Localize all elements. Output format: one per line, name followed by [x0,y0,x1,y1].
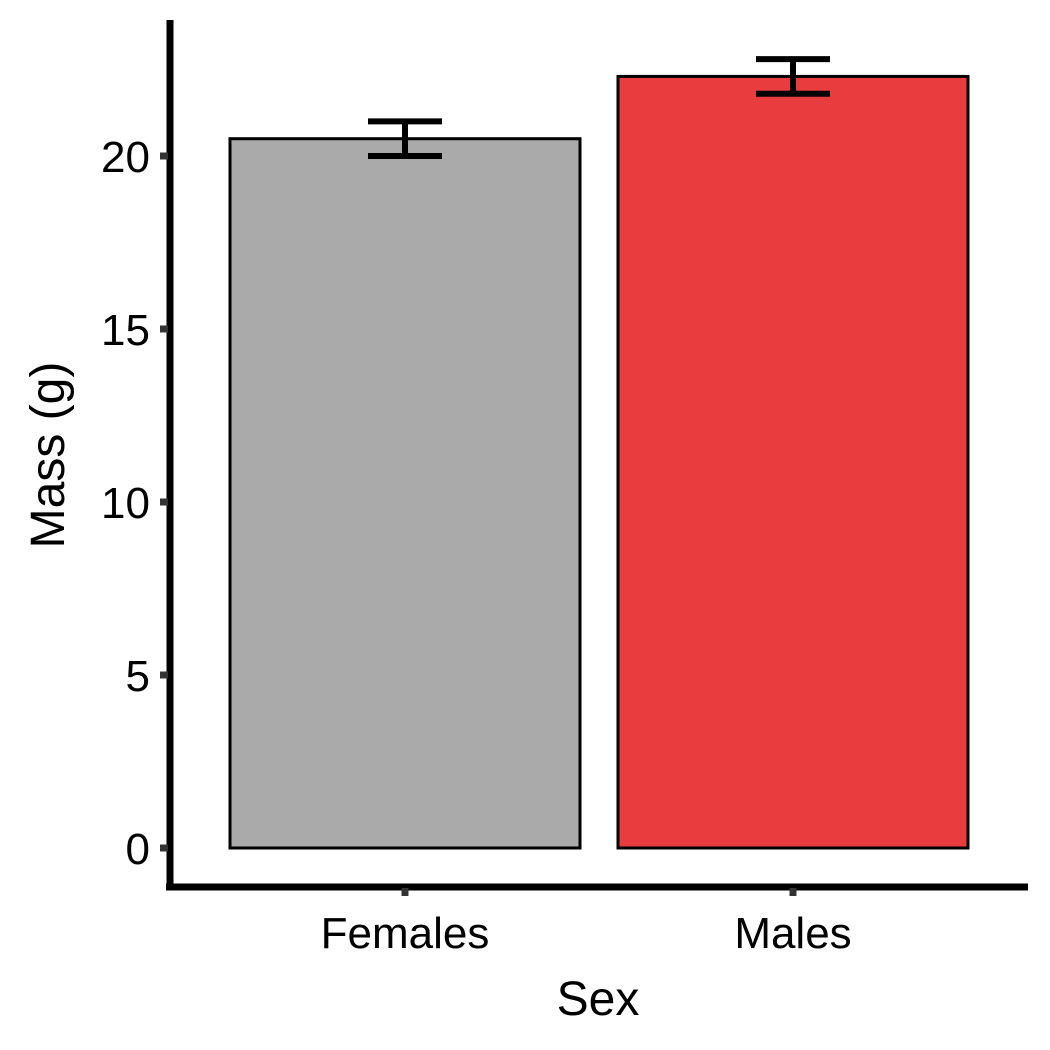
bar-females [228,137,582,850]
axes-layer [166,20,1028,891]
error-bars-layer [368,56,830,159]
x-tick-label-males: Males [734,909,851,958]
x-tick-label-females: Females [321,909,490,958]
y-tick-label-0: 0 [126,825,150,874]
y-tick-label-20: 20 [101,133,150,182]
x-ticks-layer: Females Males [321,888,852,958]
bar-males [616,74,970,850]
y-axis-title: Mass (g) [22,362,75,549]
y-tick-label-10: 10 [101,479,150,528]
y-ticks-layer: 0 5 10 15 20 [101,133,168,874]
y-tick-label-5: 5 [126,652,150,701]
x-axis-title: Sex [557,973,640,1026]
bars-layer [228,74,970,850]
y-tick-label-15: 15 [101,306,150,355]
